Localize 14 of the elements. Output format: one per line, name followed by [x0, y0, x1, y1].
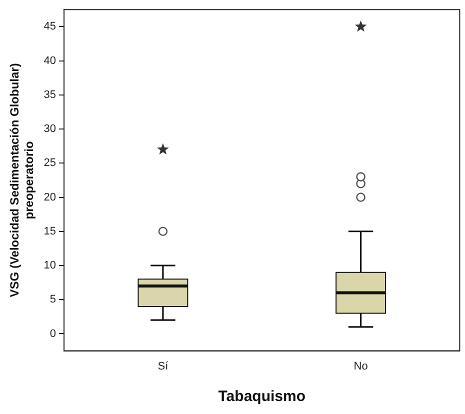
x-tick-label: Sí	[158, 360, 170, 372]
y-tick-label: 25	[44, 157, 56, 170]
y-axis-title: VSG (Velocidad Sedimentación Globular) preoperatorio	[8, 63, 36, 298]
y-tick-label: 30	[44, 123, 56, 136]
y-tick-label: 45	[44, 20, 56, 33]
y-tick-label: 5	[50, 294, 56, 306]
y-tick-label: 15	[44, 225, 56, 238]
y-tick-label: 35	[44, 88, 56, 101]
x-axis-title: Tabaquismo	[218, 388, 306, 406]
y-tick-label: 40	[44, 54, 56, 67]
y-tick-label: 0	[50, 328, 56, 340]
y-tick-label: 10	[44, 260, 56, 272]
x-tick-label: No	[354, 360, 368, 372]
y-tick-label: 20	[44, 191, 56, 204]
